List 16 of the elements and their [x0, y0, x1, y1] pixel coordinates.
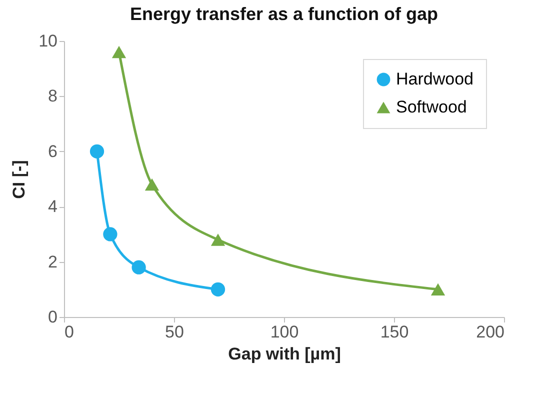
legend-label: Softwood	[396, 98, 467, 116]
y-tick-label: 2	[48, 252, 58, 272]
y-tick-label: 6	[48, 142, 58, 161]
y-tick-label: 10	[38, 32, 58, 50]
x-axis-title: Gap with [µm]	[228, 344, 341, 364]
y-tick-label: 8	[48, 86, 58, 106]
x-tick-label: 0	[64, 322, 74, 342]
x-tick-label: 200	[476, 322, 504, 342]
y-tick-label: 4	[48, 197, 58, 216]
y-axis-title: CI [-]	[10, 160, 29, 199]
y-tick-label: 0	[48, 308, 58, 326]
chart-title: Energy transfer as a function of gap	[130, 4, 438, 24]
legend-label: Hardwood	[396, 70, 474, 88]
x-tick-label: 50	[165, 322, 184, 342]
x-tick-label: 150	[380, 322, 409, 342]
x-tick-label: 100	[270, 322, 299, 342]
